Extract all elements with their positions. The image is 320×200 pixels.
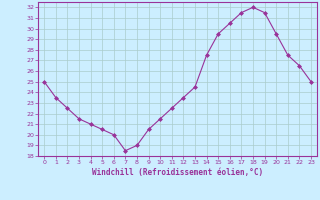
- X-axis label: Windchill (Refroidissement éolien,°C): Windchill (Refroidissement éolien,°C): [92, 168, 263, 177]
